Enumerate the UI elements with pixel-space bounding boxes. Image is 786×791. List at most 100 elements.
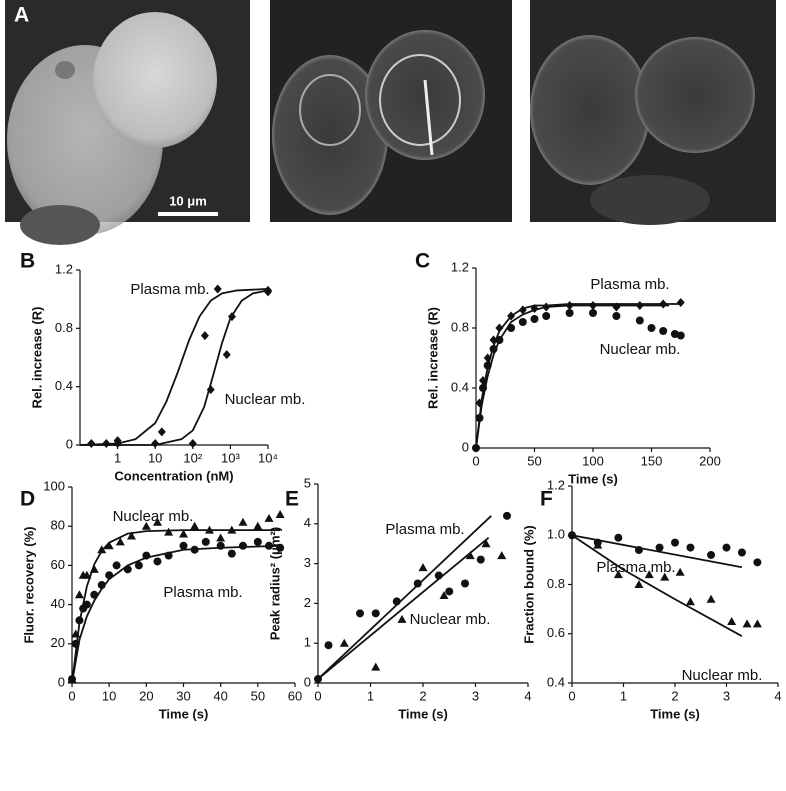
- data-point: [475, 414, 484, 422]
- data-point: [614, 533, 623, 542]
- y-tick-label: 0: [462, 439, 469, 454]
- y-tick-label: 40: [51, 596, 65, 611]
- data-point: [179, 529, 188, 538]
- y-tick-label: 1.2: [451, 259, 469, 274]
- data-point: [104, 541, 114, 550]
- data-point: [644, 570, 654, 579]
- data-point: [142, 551, 151, 560]
- y-tick-label: 1: [304, 635, 311, 650]
- data-point: [227, 549, 236, 558]
- x-tick-label: 4: [774, 688, 781, 703]
- data-point: [612, 312, 621, 320]
- data-point: [164, 527, 174, 536]
- data-point: [507, 311, 516, 321]
- data-point: [87, 439, 96, 449]
- y-tick-label: 0.6: [547, 625, 565, 640]
- data-point: [276, 543, 285, 552]
- data-point: [264, 541, 273, 550]
- data-point: [275, 509, 285, 518]
- data-point: [589, 309, 597, 317]
- y-tick-label: 0.4: [547, 674, 565, 689]
- series-label: Plasma mb.: [596, 559, 675, 576]
- data-point: [737, 548, 746, 557]
- y-axis-label: Rel. increase (R): [425, 307, 440, 409]
- x-tick-label: 200: [699, 453, 721, 468]
- y-tick-label: 0.4: [451, 379, 469, 394]
- chart: C 0 50 100 150 200 0 0.4 0.8 1.2 Time (s) Rel. incr…: [415, 250, 721, 487]
- micrograph-2: [270, 0, 512, 222]
- panel-label: C: [415, 250, 430, 273]
- data-point: [97, 545, 107, 554]
- data-point: [190, 545, 199, 554]
- y-tick-label: 100: [43, 478, 65, 493]
- x-tick-label: 1: [367, 688, 374, 703]
- micrograph-3: [530, 0, 776, 225]
- data-point: [164, 551, 173, 560]
- x-tick-label: 3: [472, 688, 479, 703]
- data-point: [82, 570, 92, 579]
- data-point: [75, 616, 84, 625]
- y-tick-label: 1.2: [55, 261, 73, 276]
- data-point: [593, 540, 603, 549]
- data-point: [465, 551, 475, 560]
- y-tick-label: 20: [51, 635, 65, 650]
- x-tick-label: 10²: [183, 450, 202, 465]
- data-point: [153, 557, 162, 566]
- data-point: [472, 444, 480, 452]
- x-tick-label: 4: [524, 688, 531, 703]
- data-point: [418, 563, 428, 572]
- data-point: [200, 331, 209, 341]
- y-tick-label: 5: [304, 475, 311, 490]
- data-point: [206, 385, 215, 395]
- fit-line: [475, 304, 670, 449]
- panel-label: A: [14, 4, 29, 27]
- data-point: [489, 345, 498, 353]
- data-point: [659, 327, 668, 335]
- y-tick-label: 1.2: [547, 477, 565, 492]
- data-point: [483, 361, 492, 370]
- fit-line: [80, 289, 269, 446]
- data-point: [115, 537, 125, 546]
- fit-line: [71, 544, 281, 684]
- y-tick-label: 0.8: [547, 576, 565, 591]
- data-point: [503, 511, 511, 520]
- data-point: [676, 298, 685, 307]
- data-point: [157, 427, 166, 437]
- panel-label: D: [20, 488, 35, 511]
- x-tick-label: 0: [472, 453, 479, 468]
- fit-line: [317, 537, 490, 680]
- x-axis-label: Time (s): [650, 706, 700, 721]
- data-point: [707, 550, 716, 559]
- panel-label: E: [285, 488, 299, 511]
- data-point: [647, 324, 656, 332]
- fit-line: [317, 515, 492, 680]
- data-point: [461, 579, 469, 588]
- data-point: [413, 579, 422, 588]
- x-tick-label: 10⁴: [258, 450, 278, 465]
- data-point: [89, 564, 99, 573]
- axis: [571, 486, 778, 684]
- y-axis-label: Fluor. recovery (%): [21, 526, 36, 643]
- data-point: [635, 316, 644, 325]
- series-label: Plasma mb.: [385, 521, 464, 538]
- series-label: Nuclear mb.: [600, 341, 681, 358]
- x-tick-label: 10: [102, 688, 116, 703]
- data-point: [439, 590, 449, 599]
- data-point: [253, 521, 263, 530]
- data-point: [238, 517, 248, 526]
- x-tick-label: 1: [114, 450, 121, 465]
- data-point: [685, 597, 695, 606]
- data-point: [105, 571, 114, 580]
- y-tick-label: 0.8: [451, 319, 469, 334]
- data-point: [518, 318, 527, 326]
- data-point: [518, 305, 527, 315]
- y-tick-label: 60: [51, 557, 65, 572]
- data-point: [675, 567, 685, 576]
- data-point: [671, 538, 679, 547]
- y-tick-label: 80: [51, 518, 65, 533]
- data-point: [481, 539, 491, 548]
- data-point: [222, 350, 231, 360]
- data-point: [686, 543, 695, 552]
- data-point: [74, 590, 84, 599]
- data-point: [495, 323, 504, 333]
